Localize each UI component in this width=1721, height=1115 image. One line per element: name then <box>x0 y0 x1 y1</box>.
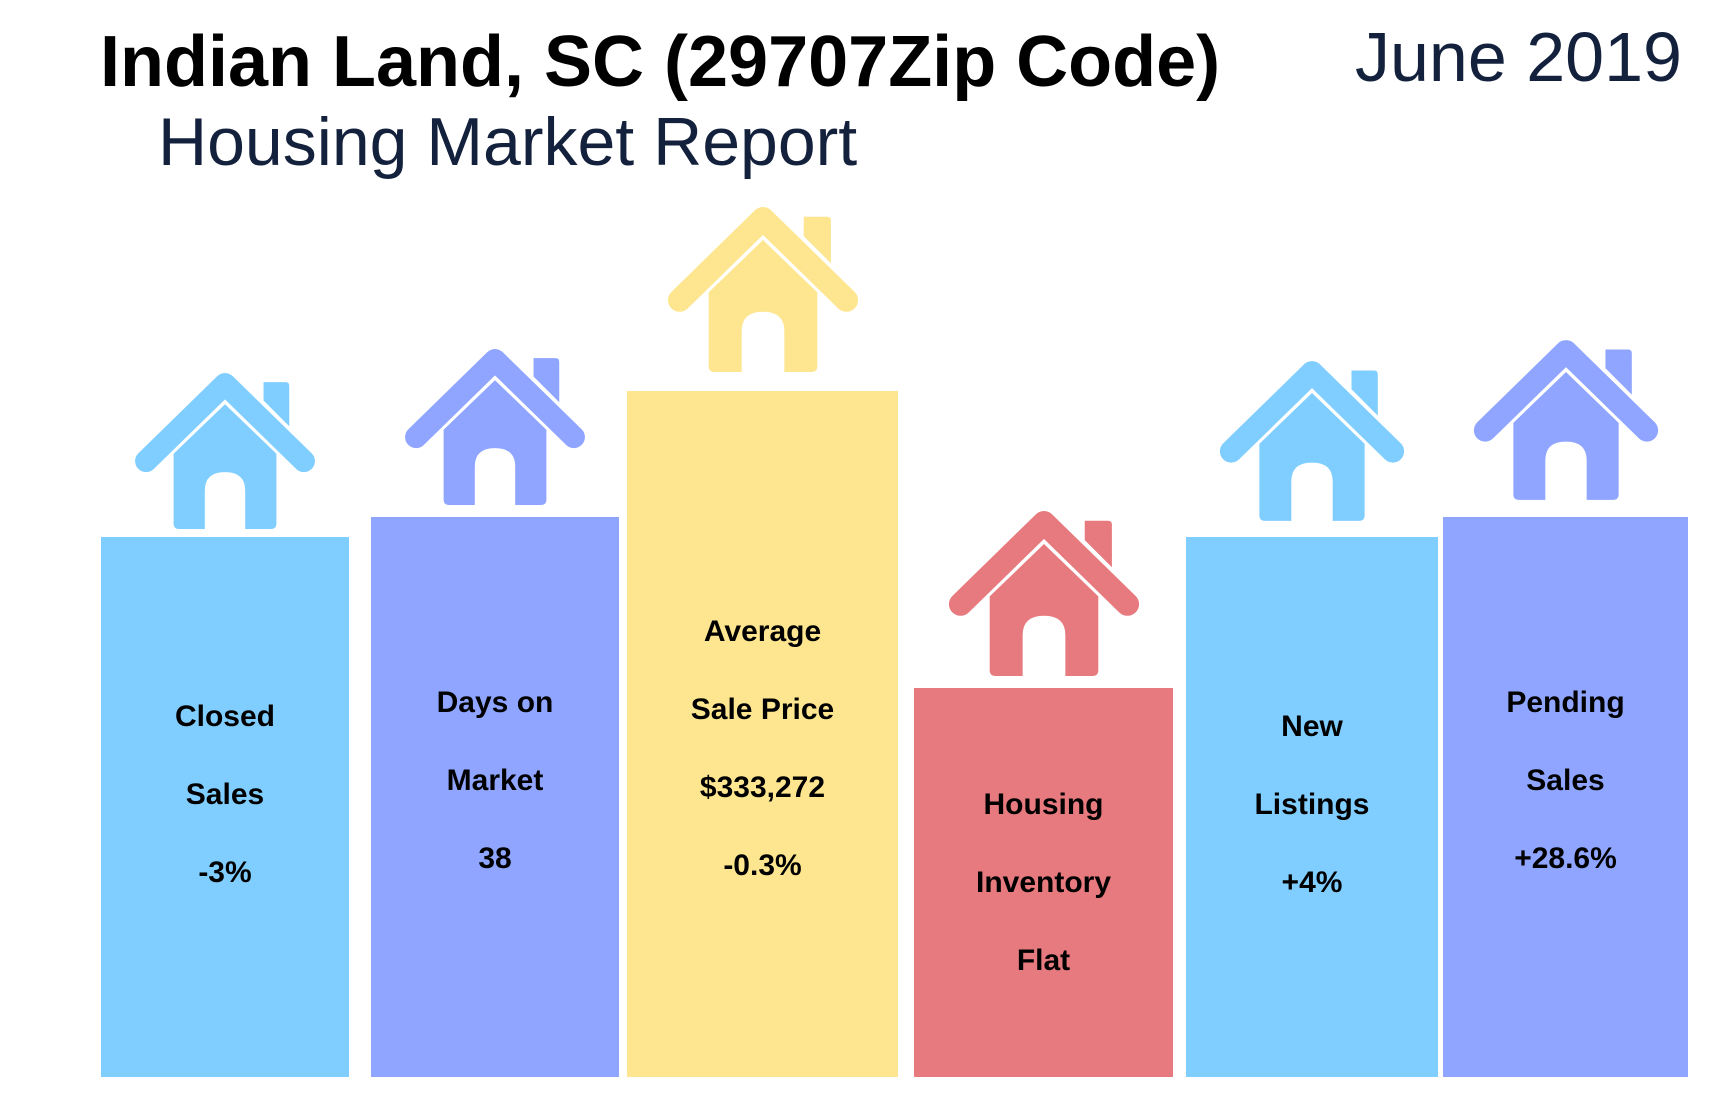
average-sale-price-line-1: Sale Price <box>690 693 835 726</box>
house-icon <box>947 511 1141 681</box>
pending-sales-line-1: Sales <box>1526 764 1605 797</box>
average-sale-price-line-0: Average <box>703 615 822 648</box>
closed-sales-line-2: -3% <box>198 856 252 889</box>
new-listings-line-2: +4% <box>1281 866 1343 899</box>
days-on-market-line-2: 38 <box>478 842 512 875</box>
closed-sales-line-1: Sales <box>185 778 265 811</box>
days-on-market-line-0: Days on <box>436 686 554 719</box>
pending-sales-bar <box>1443 517 1688 1077</box>
new-listings-line-0: New <box>1281 710 1343 743</box>
pending-sales-label: Pending Sales +28.6% <box>1443 664 1688 898</box>
average-sale-price-line-3: -0.3% <box>723 849 802 882</box>
report-subtitle: Housing Market Report <box>158 104 858 180</box>
housing-inventory-line-2: Flat <box>1016 944 1071 977</box>
new-listings-bar <box>1186 537 1438 1077</box>
closed-sales-label: Closed Sales -3% <box>101 678 349 912</box>
housing-inventory-label: Housing Inventory Flat <box>914 766 1173 1000</box>
house-icon <box>1218 361 1406 526</box>
housing-inventory-column: Housing Inventory Flat <box>914 511 1173 1077</box>
new-listings-line-1: Listings <box>1254 788 1370 821</box>
average-sale-price-bar <box>627 391 898 1077</box>
new-listings-label: New Listings +4% <box>1186 688 1438 922</box>
days-on-market-label: Days on Market 38 <box>371 664 619 898</box>
days-on-market-line-1: Market <box>446 764 544 797</box>
pending-sales-column: Pending Sales +28.6% <box>1443 340 1688 1077</box>
new-listings-column: New Listings +4% <box>1186 361 1438 1077</box>
house-icon <box>666 207 860 377</box>
report-date: June 2019 <box>1355 18 1682 96</box>
house-icon <box>403 349 587 510</box>
closed-sales-line-0: Closed <box>174 700 276 733</box>
days-on-market-bar <box>371 517 619 1077</box>
house-icon <box>1472 340 1660 505</box>
pending-sales-line-2: +28.6% <box>1514 842 1617 875</box>
closed-sales-bar <box>101 537 349 1077</box>
pending-sales-line-0: Pending <box>1506 686 1625 719</box>
housing-inventory-line-1: Inventory <box>975 866 1112 899</box>
housing-inventory-line-0: Housing <box>983 788 1104 821</box>
average-sale-price-label: Average Sale Price $333,272 -0.3% <box>627 593 898 905</box>
closed-sales-column: Closed Sales -3% <box>101 373 349 1077</box>
house-icon <box>133 373 317 534</box>
report-title: Indian Land, SC (29707Zip Code) <box>100 22 1221 102</box>
days-on-market-column: Days on Market 38 <box>371 349 619 1077</box>
average-sale-price-line-2: $333,272 <box>699 771 826 804</box>
housing-inventory-bar <box>914 688 1173 1077</box>
average-sale-price-column: Average Sale Price $333,272 -0.3% <box>627 207 898 1077</box>
